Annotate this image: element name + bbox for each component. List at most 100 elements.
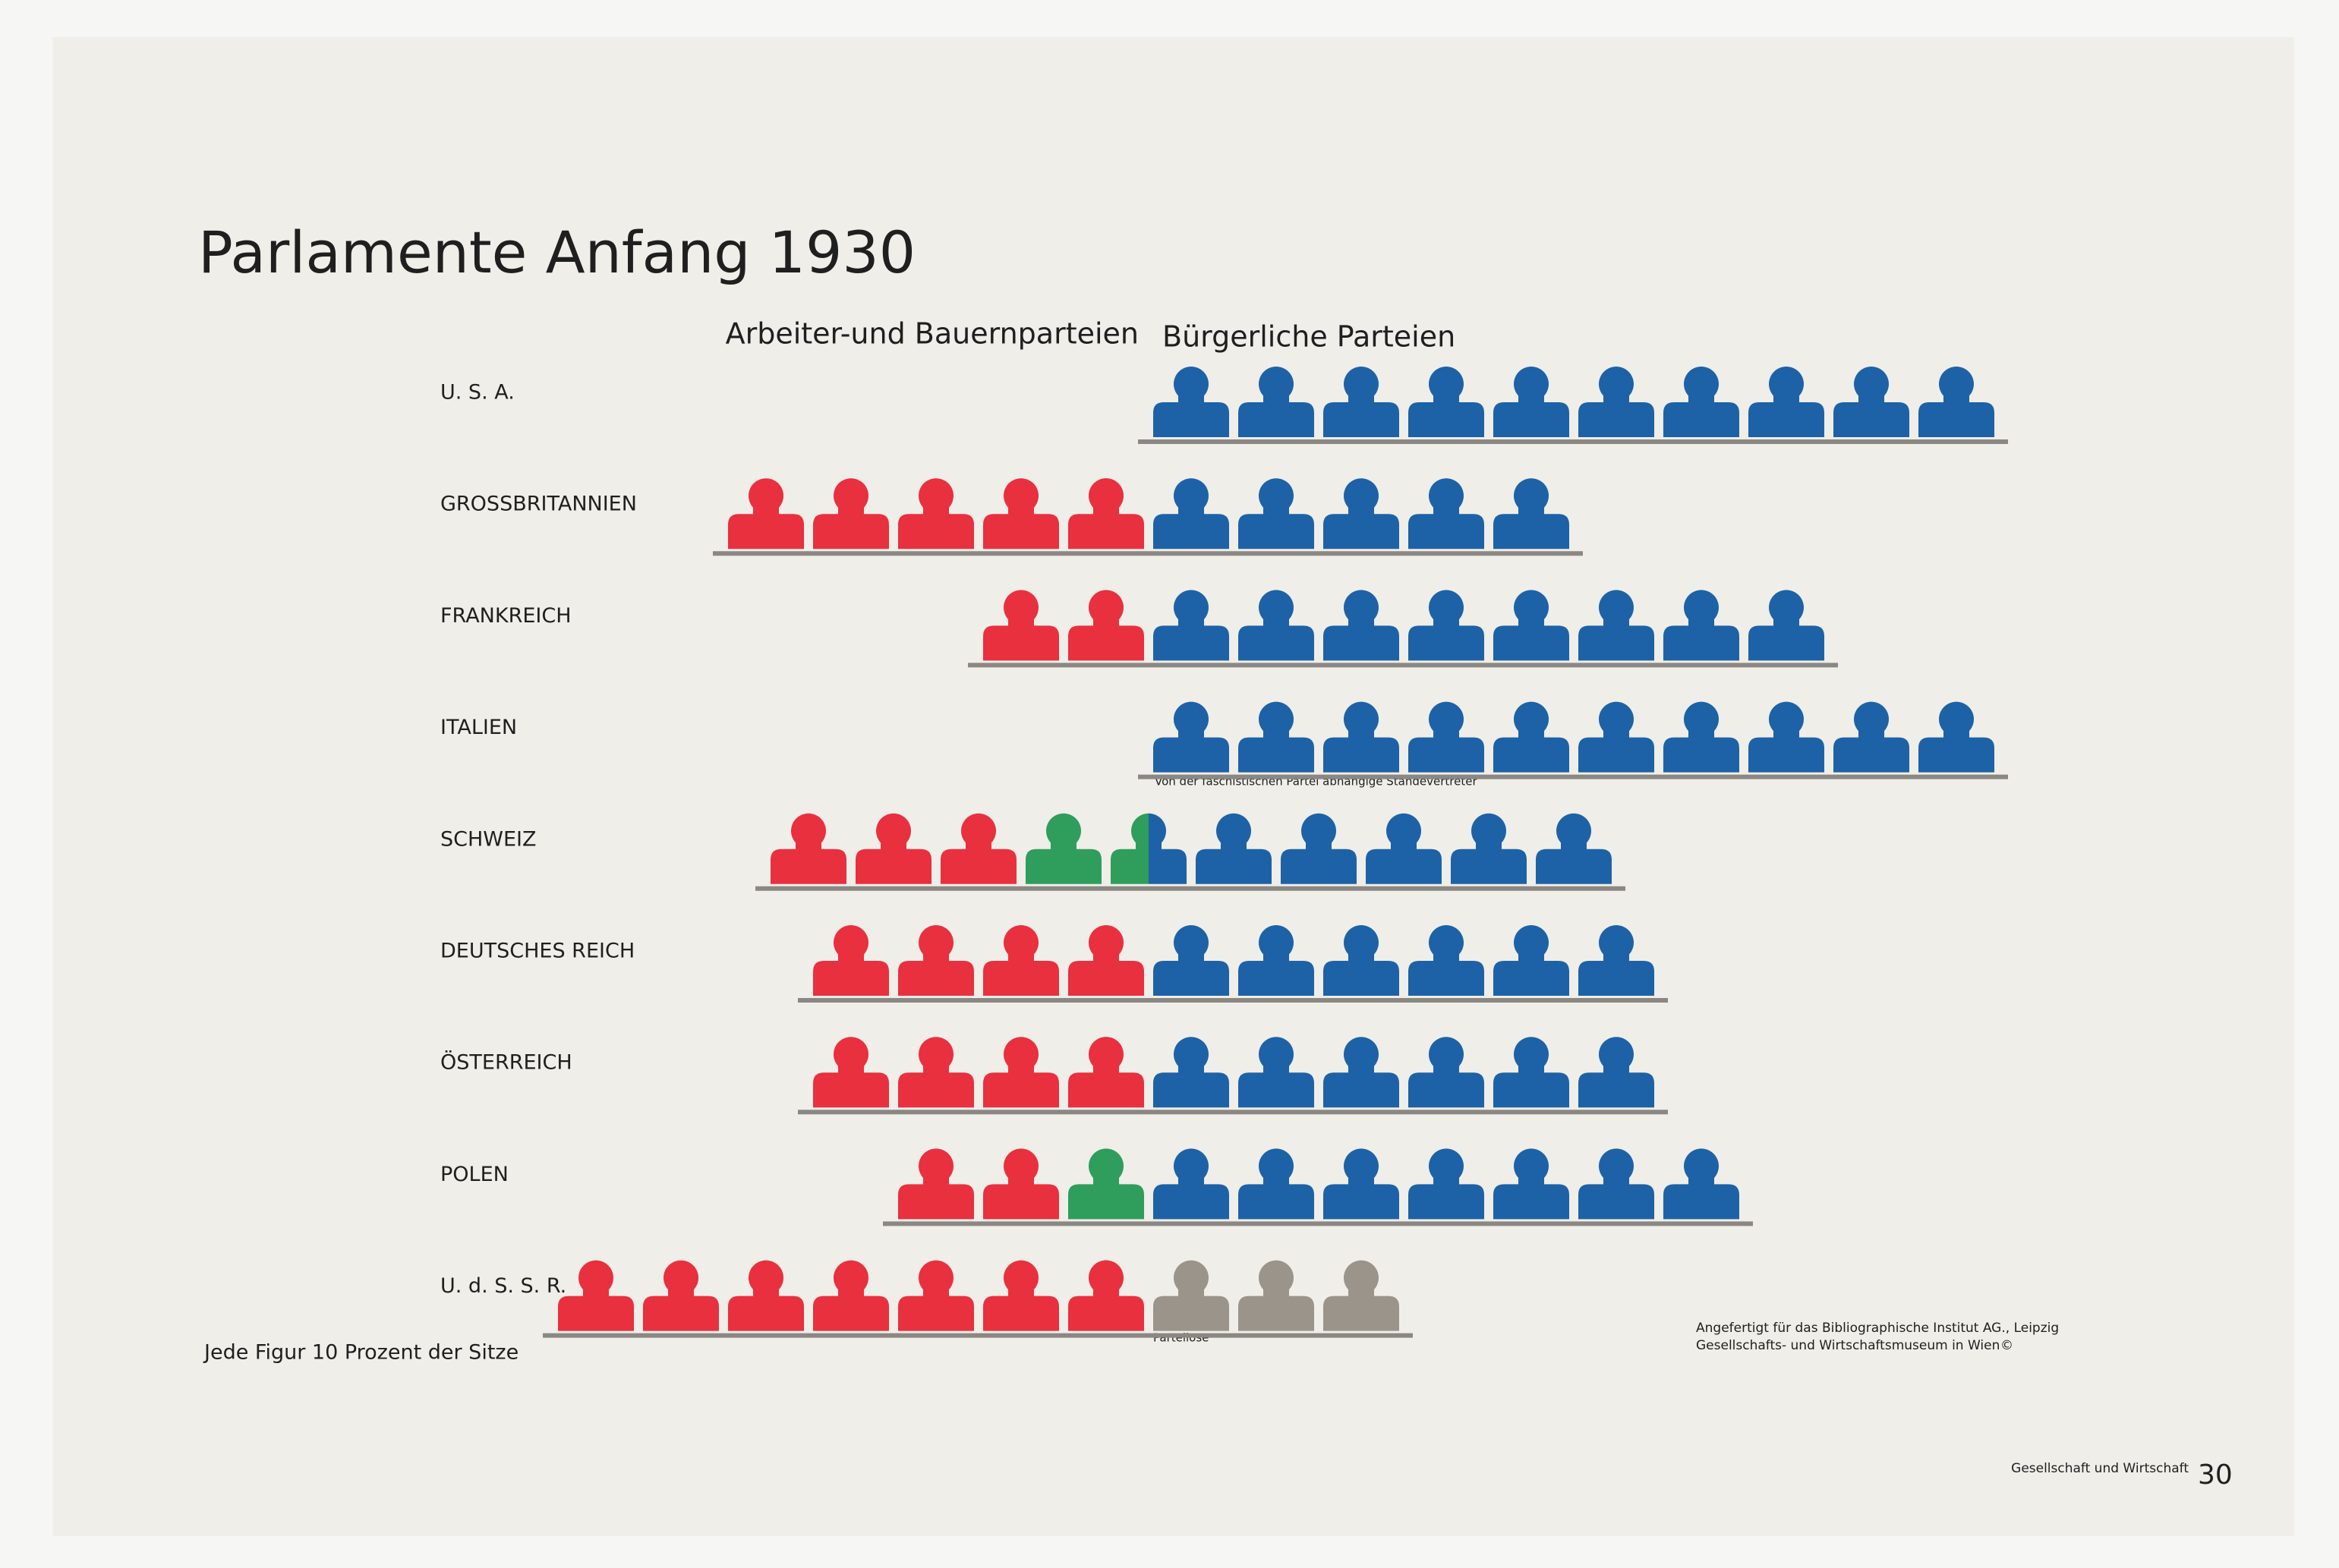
figure-group	[1153, 1037, 1654, 1108]
figure	[1281, 813, 1357, 884]
figure	[1833, 367, 1909, 437]
figure-group	[728, 478, 1144, 549]
figure	[1493, 590, 1569, 661]
figure	[1493, 925, 1569, 996]
figure	[771, 813, 846, 884]
figure	[1153, 1260, 1229, 1331]
figure	[898, 925, 974, 996]
figure-group	[1149, 813, 1612, 884]
figure-group	[813, 924, 1144, 996]
figure	[1578, 367, 1654, 437]
figure	[1408, 590, 1484, 661]
figure-group	[813, 1037, 1144, 1108]
figure	[1238, 701, 1314, 773]
figure	[1238, 1148, 1314, 1220]
figure-group	[983, 590, 1144, 661]
figure	[983, 925, 1059, 996]
figure	[1748, 367, 1824, 437]
figure	[1111, 813, 1149, 884]
figure	[558, 1260, 634, 1331]
figure	[1323, 1037, 1399, 1108]
figure	[1918, 367, 1994, 437]
page-number: 30	[2198, 1459, 2233, 1491]
figure	[813, 1037, 889, 1108]
figure	[1748, 590, 1824, 661]
figure	[983, 1148, 1059, 1220]
figure	[1408, 925, 1484, 996]
category-label: DEUTSCHES REICH	[440, 940, 635, 963]
figure	[1323, 1148, 1399, 1220]
footer-series: Gesellschaft und Wirtschaft	[2011, 1461, 2189, 1476]
figure	[1153, 590, 1229, 661]
figure	[1068, 1148, 1144, 1220]
figure-group	[558, 1260, 1144, 1331]
figure	[1068, 1037, 1144, 1108]
figure	[1153, 925, 1229, 996]
figure	[1323, 701, 1399, 773]
figure	[813, 1260, 889, 1331]
figure	[941, 813, 1017, 884]
figure	[1196, 813, 1272, 884]
figure	[1153, 1037, 1229, 1108]
figure	[1068, 478, 1144, 549]
figure	[983, 590, 1059, 661]
figure	[1323, 367, 1399, 437]
figure	[1493, 701, 1569, 773]
category-label: ÖSTERREICH	[440, 1050, 572, 1075]
figure	[1026, 813, 1102, 884]
figure	[1663, 367, 1739, 437]
figure	[983, 478, 1059, 549]
figure	[1578, 1148, 1654, 1220]
figure	[1918, 701, 1994, 773]
figure	[1238, 925, 1314, 996]
figure	[1323, 925, 1399, 996]
figure	[1663, 1148, 1739, 1220]
figure	[1408, 478, 1484, 549]
figure	[1238, 478, 1314, 549]
category-label: FRANKREICH	[440, 604, 572, 628]
figure	[1578, 701, 1654, 773]
copyright: ©	[2000, 1338, 2013, 1353]
figure	[1153, 367, 1229, 437]
figure	[1068, 1260, 1144, 1331]
category-label: U. d. S. S. R.	[440, 1274, 566, 1298]
figure	[1323, 1260, 1399, 1331]
figure	[1408, 1037, 1484, 1108]
figure	[813, 478, 889, 549]
figure	[1663, 701, 1739, 773]
figure	[1366, 813, 1442, 884]
figure	[898, 1260, 974, 1331]
figure	[728, 1260, 804, 1331]
figure-group	[1153, 367, 1994, 437]
figure	[983, 1037, 1059, 1108]
figure	[1663, 590, 1739, 661]
figure	[1323, 478, 1399, 549]
figure	[1408, 1148, 1484, 1220]
figure	[1238, 590, 1314, 661]
figure	[728, 478, 804, 549]
figure-group	[1153, 478, 1569, 549]
figure	[1238, 1037, 1314, 1108]
category-label: ITALIEN	[440, 716, 517, 739]
figure	[983, 1260, 1059, 1331]
figure	[1748, 701, 1824, 773]
figure	[1493, 478, 1569, 549]
figure	[1068, 590, 1144, 661]
figure	[1493, 1037, 1569, 1108]
figure-group	[1153, 1148, 1739, 1220]
credit: Gesellschafts- und Wirtschaftsmuseum in …	[1696, 1338, 2000, 1353]
figure	[1578, 590, 1654, 661]
figure	[1149, 813, 1187, 884]
figure	[898, 1037, 974, 1108]
credit: Angefertigt für das Bibliographische Ins…	[1696, 1321, 2059, 1336]
figure	[1238, 367, 1314, 437]
figure	[1493, 1148, 1569, 1220]
series-header: Bürgerliche Parteien	[1162, 320, 1455, 354]
figure	[1408, 701, 1484, 773]
figure	[1408, 367, 1484, 437]
figure-group	[1153, 701, 1994, 773]
figure-group	[1026, 813, 1149, 884]
series-header: Arbeiter-und Bauernparteien	[726, 317, 1139, 351]
figure	[856, 813, 932, 884]
figure	[813, 925, 889, 996]
